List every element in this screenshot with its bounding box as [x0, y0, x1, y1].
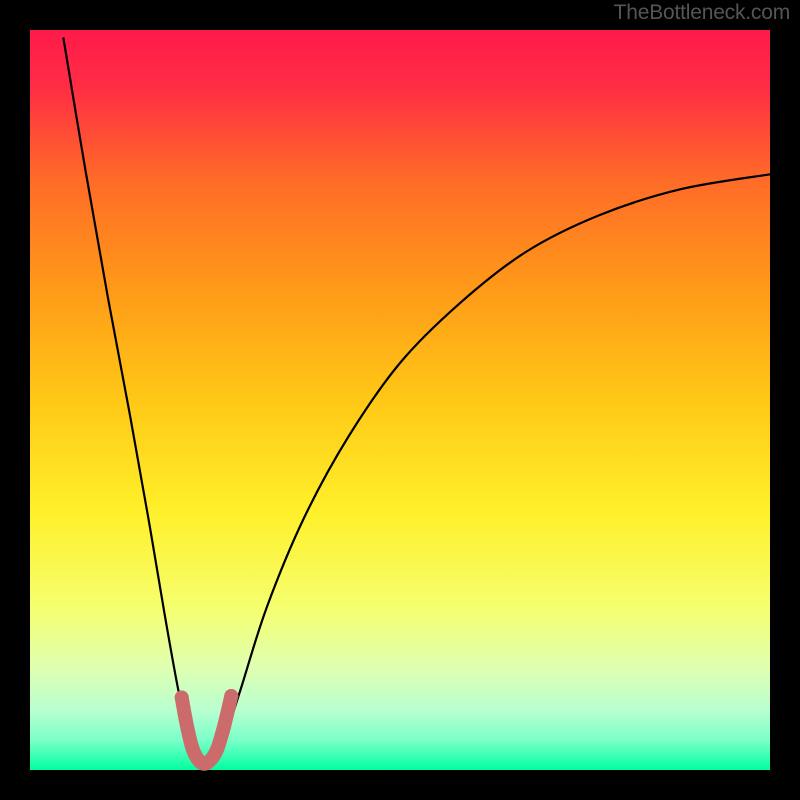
plot-background	[30, 30, 770, 770]
valley-dot	[224, 689, 238, 703]
valley-dot	[178, 711, 192, 725]
bottleneck-chart	[0, 0, 800, 800]
chart-container: TheBottleneck.com	[0, 0, 800, 800]
attribution-label: TheBottleneck.com	[614, 1, 790, 25]
valley-dot	[175, 690, 189, 704]
